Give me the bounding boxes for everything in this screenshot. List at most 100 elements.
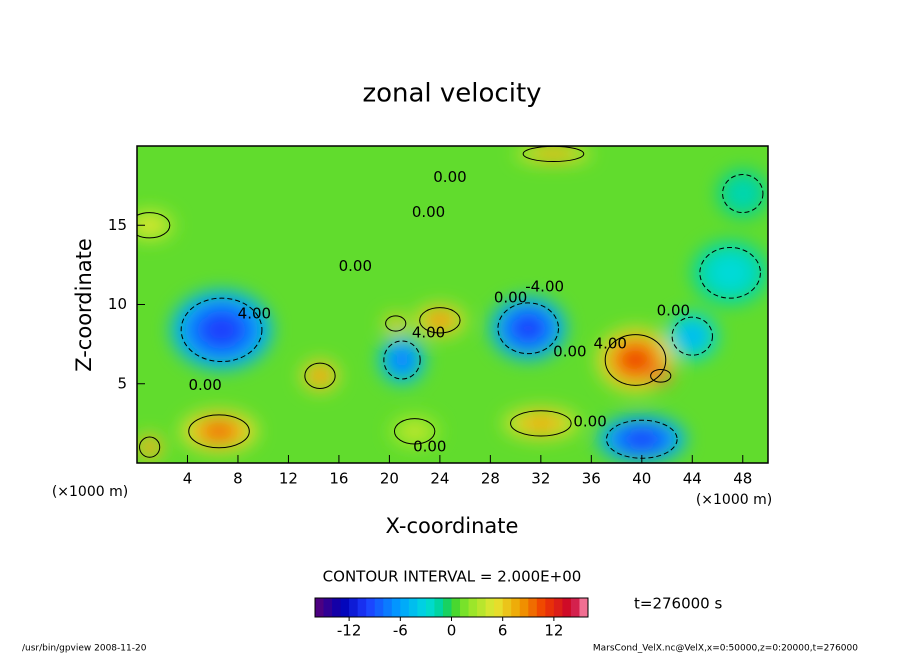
contour-label: 0.00 xyxy=(412,203,445,221)
contour-line xyxy=(671,316,713,356)
colorbar-stripe xyxy=(477,598,487,617)
x-tick-label: 8 xyxy=(233,470,243,488)
colorbar-stripe xyxy=(451,598,461,617)
x-tick-label: 40 xyxy=(632,470,651,488)
blob xyxy=(203,423,235,440)
colorbar-stripe xyxy=(494,598,504,617)
colorbar-stripe xyxy=(366,598,376,617)
blob xyxy=(624,429,660,449)
blob xyxy=(429,314,450,327)
colorbar-stripe xyxy=(570,598,580,617)
colorbar-tick-label: -6 xyxy=(393,622,408,640)
colorbar-stripe xyxy=(391,598,401,617)
contour-line xyxy=(139,436,161,458)
colorbar-stripe xyxy=(340,598,350,617)
contour-label: 0.00 xyxy=(657,301,690,319)
colorbar-stripe xyxy=(536,598,546,617)
blob xyxy=(682,326,703,346)
contour-line xyxy=(137,212,171,239)
x-tick-label: 20 xyxy=(380,470,399,488)
blob xyxy=(201,314,242,346)
y-units: (×1000 m) xyxy=(52,484,128,500)
colorbar-stripe xyxy=(323,598,333,617)
x-axis-label: X-coordinate xyxy=(386,514,519,538)
colorbar-stripe xyxy=(579,598,589,617)
x-tick-label: 44 xyxy=(683,470,702,488)
contour-label: 0.00 xyxy=(413,438,446,456)
blob xyxy=(620,347,651,373)
colorbar-stripe xyxy=(425,598,435,617)
colorbar-tick-label: -12 xyxy=(337,622,362,640)
x-tick-label: 28 xyxy=(481,470,500,488)
x-tick-label: 12 xyxy=(279,470,298,488)
contour-line xyxy=(180,297,263,363)
colorbar-stripe xyxy=(460,598,470,617)
colorbar-tick-label: 12 xyxy=(544,622,563,640)
blob xyxy=(392,350,412,370)
colorbar-tick-label: 6 xyxy=(498,622,508,640)
blob xyxy=(144,442,155,453)
x-tick-label: 36 xyxy=(582,470,601,488)
contour-label: 0.00 xyxy=(433,168,466,186)
colorbar-tick-label: 0 xyxy=(447,622,457,640)
x-tick-label: 32 xyxy=(531,470,550,488)
y-axis-label: Z-coordinate xyxy=(72,238,96,372)
colorbar-stripe xyxy=(400,598,410,617)
colorbar-stripe xyxy=(502,598,512,617)
blob xyxy=(139,218,160,232)
contour-label: 0.00 xyxy=(573,412,606,430)
blob xyxy=(312,369,328,383)
x-tick-label: 48 xyxy=(733,470,752,488)
contour-label: 0.00 xyxy=(553,343,586,361)
x-tick-label: 4 xyxy=(183,470,193,488)
blob xyxy=(538,150,569,158)
contour-label: 4.00 xyxy=(594,335,627,353)
contour-line xyxy=(385,315,407,332)
blob xyxy=(513,315,544,341)
colorbar-stripe xyxy=(545,598,555,617)
contour-label: 4.00 xyxy=(238,305,271,323)
contour-line xyxy=(383,340,421,380)
contour-line xyxy=(699,246,761,299)
colorbar-stripe xyxy=(417,598,427,617)
colorbar-stripe xyxy=(528,598,538,617)
y-tick-label: 15 xyxy=(108,216,127,234)
colorbar-stripe xyxy=(434,598,444,617)
contour-line xyxy=(393,418,436,445)
blob xyxy=(404,424,425,438)
contour-line xyxy=(650,368,672,383)
x-tick-label: 16 xyxy=(329,470,348,488)
x-units: (×1000 m) xyxy=(696,492,772,508)
footer-right: MarsCond_VelX.nc@VelX,x=0:50000,z=0:2000… xyxy=(593,644,858,654)
colorbar-stripe xyxy=(332,598,342,617)
contour-line xyxy=(188,414,250,449)
contour-label: 4.00 xyxy=(412,324,445,342)
contour-label: 0.00 xyxy=(494,289,527,307)
colorbar-stripe xyxy=(383,598,393,617)
colorbar: -12 -6 0 6 12 xyxy=(314,597,589,640)
contour-line xyxy=(419,307,461,334)
contour-label: -4.00 xyxy=(525,278,564,296)
blob xyxy=(525,417,556,430)
contour-line xyxy=(304,362,336,390)
x-tick-label: 24 xyxy=(430,470,449,488)
colorbar-stripe xyxy=(349,598,359,617)
colorbar-stripe xyxy=(553,598,563,617)
contour-line xyxy=(510,410,572,437)
colorbar-stripe xyxy=(442,598,452,617)
colorbar-stripe xyxy=(519,598,529,617)
colorbar-stripe xyxy=(562,598,572,617)
colorbar-stripe xyxy=(357,598,367,617)
colorbar-stripe xyxy=(408,598,418,617)
colorbar-stripe xyxy=(374,598,384,617)
colorbar-stripe xyxy=(468,598,478,617)
contour-line xyxy=(604,334,667,386)
blob xyxy=(390,319,401,328)
contour-label: 0.00 xyxy=(188,376,221,394)
colorbar-stripe xyxy=(315,598,325,617)
contour-line xyxy=(722,174,764,214)
colorbar-stripe xyxy=(485,598,495,617)
contour-interval: CONTOUR INTERVAL = 2.000E+00 xyxy=(323,568,582,586)
y-tick-label: 10 xyxy=(108,295,127,313)
